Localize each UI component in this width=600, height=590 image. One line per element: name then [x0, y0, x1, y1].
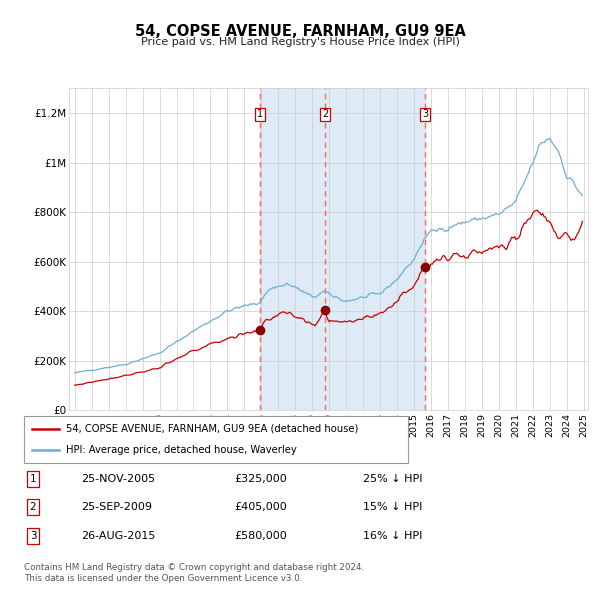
- Text: 25-SEP-2009: 25-SEP-2009: [81, 503, 152, 512]
- Text: Contains HM Land Registry data © Crown copyright and database right 2024.: Contains HM Land Registry data © Crown c…: [24, 563, 364, 572]
- Text: 2: 2: [322, 110, 328, 119]
- Text: 54, COPSE AVENUE, FARNHAM, GU9 9EA (detached house): 54, COPSE AVENUE, FARNHAM, GU9 9EA (deta…: [66, 424, 359, 434]
- Text: 3: 3: [422, 110, 428, 119]
- FancyBboxPatch shape: [24, 416, 408, 463]
- Text: £580,000: £580,000: [234, 531, 287, 540]
- Text: 3: 3: [29, 531, 37, 540]
- Text: £325,000: £325,000: [234, 474, 287, 484]
- Text: HPI: Average price, detached house, Waverley: HPI: Average price, detached house, Wave…: [66, 445, 297, 455]
- Text: 25% ↓ HPI: 25% ↓ HPI: [363, 474, 422, 484]
- Bar: [260, 88, 425, 410]
- Text: 1: 1: [257, 110, 263, 119]
- Text: Price paid vs. HM Land Registry's House Price Index (HPI): Price paid vs. HM Land Registry's House …: [140, 37, 460, 47]
- Text: This data is licensed under the Open Government Licence v3.0.: This data is licensed under the Open Gov…: [24, 574, 302, 583]
- Text: 25-NOV-2005: 25-NOV-2005: [81, 474, 155, 484]
- Text: 54, COPSE AVENUE, FARNHAM, GU9 9EA: 54, COPSE AVENUE, FARNHAM, GU9 9EA: [134, 24, 466, 38]
- Text: 15% ↓ HPI: 15% ↓ HPI: [363, 503, 422, 512]
- Text: £405,000: £405,000: [234, 503, 287, 512]
- Text: 1: 1: [29, 474, 37, 484]
- Text: 16% ↓ HPI: 16% ↓ HPI: [363, 531, 422, 540]
- Text: 2: 2: [29, 503, 37, 512]
- Text: 26-AUG-2015: 26-AUG-2015: [81, 531, 155, 540]
